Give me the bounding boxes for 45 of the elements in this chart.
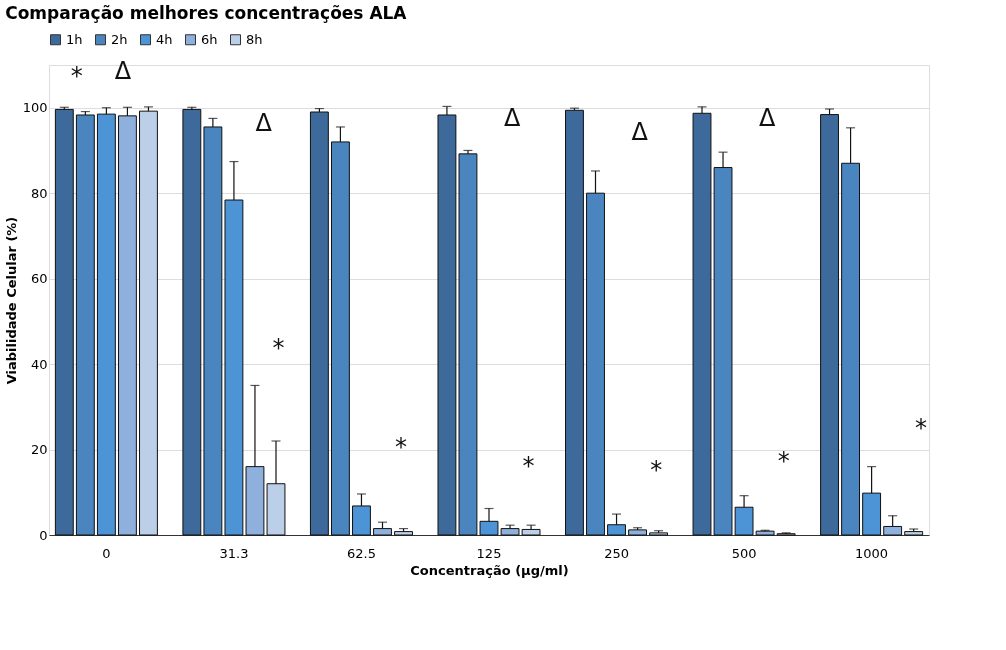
y-tick-label: 100	[22, 100, 48, 116]
annotation: *	[522, 451, 535, 480]
y-tick-label: 40	[30, 356, 48, 372]
x-tick-label: 500	[731, 545, 757, 561]
annotation: *	[650, 456, 663, 485]
y-tick-label: 60	[30, 271, 48, 287]
bar	[565, 109, 584, 536]
bar	[755, 530, 775, 536]
x-tick-label: 250	[604, 545, 629, 561]
legend-label: 6h	[201, 31, 218, 47]
bar	[139, 110, 158, 536]
annotation: *	[272, 334, 285, 363]
legend-label: 8h	[246, 31, 263, 47]
bar	[75, 114, 95, 536]
x-tick-label: 0	[102, 545, 111, 561]
x-tick-label: 125	[476, 545, 502, 561]
y-tick-label: 20	[30, 442, 48, 458]
x-axis-title: Concentração (µg/ml)	[410, 562, 569, 578]
annotation: Δ	[114, 56, 132, 85]
annotation: Δ	[631, 117, 649, 146]
chart-title: Comparação melhores concentrações ALA	[5, 3, 408, 23]
y-axis-title: Viabilidade Celular (%)	[3, 216, 19, 385]
annotation: *	[915, 414, 928, 442]
bar	[54, 108, 74, 536]
annotation: *	[70, 61, 83, 90]
legend-label: 4h	[156, 31, 173, 47]
annotation: Δ	[255, 108, 273, 137]
annotation: Δ	[503, 103, 521, 132]
annotation: *	[777, 446, 790, 475]
legend-label: 2h	[111, 31, 128, 47]
x-tick-label: 62.5	[346, 545, 376, 561]
bar	[904, 531, 924, 536]
annotation: *	[395, 432, 408, 461]
y-tick-label: 0	[39, 527, 48, 543]
bar	[649, 532, 669, 536]
annotation: Δ	[758, 103, 776, 132]
bar	[394, 531, 413, 536]
x-tick-label: 31.3	[219, 545, 249, 561]
x-tick-label: 1000	[855, 545, 889, 561]
bar	[182, 108, 202, 536]
legend-label: 1h	[66, 31, 83, 47]
bar	[820, 114, 839, 536]
bar	[628, 529, 648, 536]
y-tick-label: 80	[30, 185, 48, 201]
bar	[309, 111, 329, 536]
